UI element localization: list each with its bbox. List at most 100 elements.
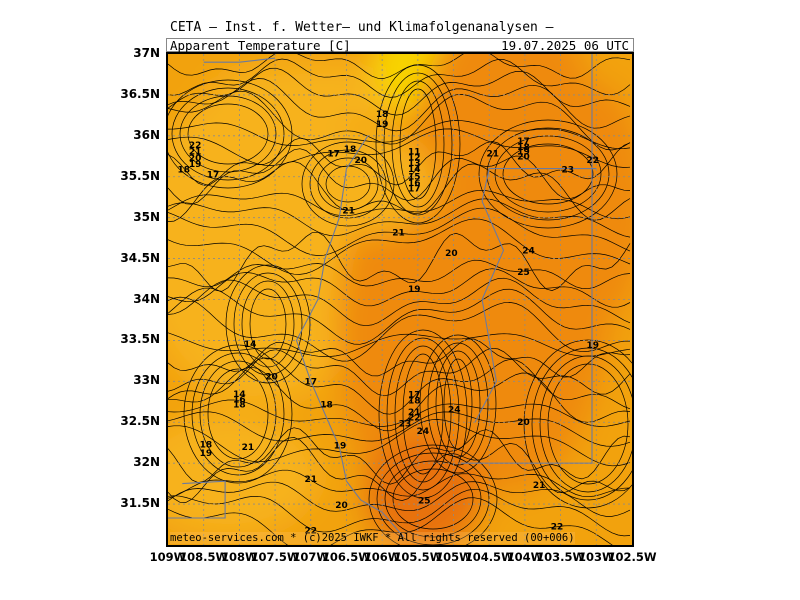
contour-value-label: 20 bbox=[189, 154, 202, 164]
contour-ring bbox=[392, 468, 474, 530]
boundary-line bbox=[295, 135, 369, 482]
contour-value-label: 18 bbox=[517, 143, 530, 153]
contour-value-label: 18 bbox=[408, 396, 421, 406]
lat-tick-label: 36.5N bbox=[120, 86, 160, 101]
contour-ring bbox=[187, 103, 269, 165]
subtitle-bar: Apparent Temperature [C] 19.07.2025 06 U… bbox=[166, 38, 634, 53]
lat-tick-label: 35.5N bbox=[120, 168, 160, 183]
contour-value-label: 24 bbox=[417, 427, 430, 437]
contour-value-label: 21 bbox=[408, 408, 421, 418]
contour-value-label: 12 bbox=[408, 153, 421, 163]
contour-line bbox=[168, 128, 631, 168]
lon-tick-label: 104.5W bbox=[464, 550, 514, 564]
contour-value-label: 20 bbox=[445, 249, 458, 259]
contour-line bbox=[168, 259, 631, 290]
credit-line: meteo-services.com * (c)2025 IWKF * All … bbox=[170, 532, 575, 544]
contour-line bbox=[168, 277, 631, 327]
lon-tick-label: 105.5W bbox=[393, 550, 443, 564]
contour-line bbox=[168, 54, 631, 79]
contour-value-label: 17 bbox=[207, 171, 220, 181]
contour-value-label: 21 bbox=[392, 229, 405, 239]
contour-ring bbox=[539, 355, 632, 493]
contour-value-label: 24 bbox=[522, 247, 535, 257]
contour-line bbox=[168, 469, 631, 499]
contour-ring bbox=[523, 339, 632, 509]
contour-value-label: 17 bbox=[327, 149, 340, 159]
contour-value-label: 17 bbox=[408, 391, 421, 401]
lon-tick-label: 102.5W bbox=[607, 550, 657, 564]
contour-line bbox=[168, 427, 631, 485]
lat-tick-label: 31.5N bbox=[120, 496, 160, 511]
contour-ring bbox=[419, 334, 497, 474]
lon-tick-label: 106.5W bbox=[321, 550, 371, 564]
contour-value-label: 19 bbox=[200, 449, 213, 459]
contour-value-label: 11 bbox=[408, 148, 421, 158]
boundary-line bbox=[346, 480, 405, 538]
contour-ring bbox=[435, 350, 481, 458]
contour-line bbox=[168, 296, 631, 362]
contour-line bbox=[168, 148, 631, 205]
lon-tick-label: 108W bbox=[221, 550, 258, 564]
contour-value-label: 18 bbox=[177, 166, 190, 176]
contour-ring bbox=[531, 347, 632, 501]
contour-ring bbox=[402, 353, 444, 475]
contour-ring bbox=[486, 127, 610, 221]
contour-line bbox=[168, 137, 631, 186]
contour-value-label: 15 bbox=[408, 172, 421, 182]
contour-value-label: 20 bbox=[335, 501, 348, 511]
lon-tick-label: 107W bbox=[292, 550, 330, 564]
contour-value-label: 22 bbox=[586, 156, 599, 166]
contour-line bbox=[168, 481, 631, 517]
contour-ring bbox=[233, 272, 303, 376]
contour-value-label: 25 bbox=[418, 496, 431, 506]
contour-line bbox=[168, 90, 631, 151]
contour-value-label: 22 bbox=[189, 141, 202, 151]
lon-tick-label: 103.5W bbox=[536, 550, 586, 564]
contour-line bbox=[168, 497, 613, 545]
contour-value-label: 17 bbox=[305, 378, 318, 388]
contour-value-label: 16 bbox=[233, 396, 246, 406]
contour-value-label: 20 bbox=[517, 418, 530, 428]
boundary-line bbox=[203, 57, 276, 63]
valid-datetime: 19.07.2025 06 UTC bbox=[501, 38, 629, 53]
contour-value-label: 18 bbox=[376, 110, 389, 120]
contour-value-label: 21 bbox=[305, 475, 318, 485]
contour-value-label: 22 bbox=[305, 527, 318, 537]
lat-tick-label: 34.5N bbox=[120, 250, 160, 265]
contour-value-label: 19 bbox=[334, 441, 347, 451]
contour-ring bbox=[478, 119, 618, 229]
lon-tick-label: 103W bbox=[577, 550, 615, 564]
contour-value-label: 19 bbox=[517, 148, 530, 158]
contour-value-label: 14 bbox=[408, 165, 421, 175]
contour-value-label: 17 bbox=[408, 185, 421, 195]
contour-line bbox=[168, 332, 631, 357]
contour-ring bbox=[386, 337, 460, 491]
contour-value-label: 19 bbox=[189, 160, 202, 170]
contour-value-label: 14 bbox=[244, 340, 257, 350]
contour-value-label: 24 bbox=[448, 405, 461, 415]
lon-tick-label: 107.5W bbox=[250, 550, 300, 564]
contour-ring bbox=[378, 329, 468, 499]
contour-value-label: 20 bbox=[517, 153, 530, 163]
contour-ring bbox=[249, 288, 287, 360]
boundary-line bbox=[168, 480, 226, 519]
lat-tick-label: 33N bbox=[133, 373, 160, 388]
contour-line bbox=[168, 161, 631, 222]
contour-ring bbox=[179, 95, 277, 173]
lat-tick-label: 35N bbox=[133, 209, 160, 224]
contour-value-label: 20 bbox=[354, 156, 367, 166]
contour-value-label: 14 bbox=[233, 390, 246, 400]
contour-value-label: 19 bbox=[586, 341, 599, 351]
contour-value-label: 21 bbox=[242, 443, 255, 453]
lat-tick-label: 33.5N bbox=[120, 332, 160, 347]
contour-ring bbox=[384, 460, 482, 538]
contour-line bbox=[168, 120, 631, 150]
contour-ring bbox=[225, 264, 311, 384]
field-name: Apparent Temperature [C] bbox=[170, 38, 351, 53]
contour-line bbox=[168, 268, 631, 308]
contour-line bbox=[168, 287, 631, 345]
contour-value-label: 21 bbox=[189, 148, 202, 158]
contour-value-label: 23 bbox=[399, 419, 412, 429]
contour-value-label: 20 bbox=[265, 373, 278, 383]
